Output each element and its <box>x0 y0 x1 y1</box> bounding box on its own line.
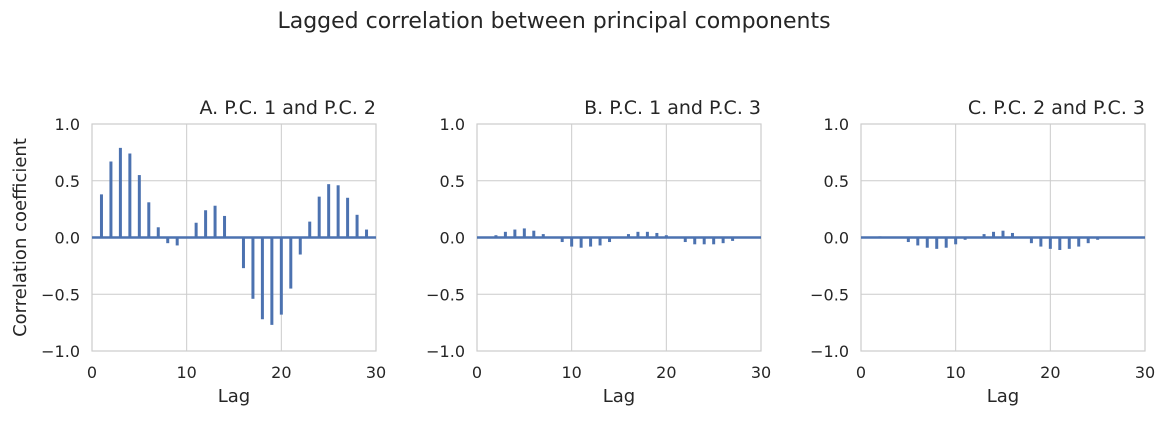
y-tick-label: 0.0 <box>55 229 80 248</box>
y-tick-label: −1.0 <box>810 342 849 361</box>
y-tick-label: −0.5 <box>810 285 849 304</box>
panel-title: C. P.C. 2 and P.C. 3 <box>968 97 1145 119</box>
x-tick-label: 30 <box>366 363 386 382</box>
x-tick-label: 0 <box>856 363 866 382</box>
y-tick-label: 1.0 <box>55 115 80 134</box>
x-tick-label: 0 <box>87 363 97 382</box>
y-tick-label: −1.0 <box>41 342 80 361</box>
panel-3: −1.0 −0.5 0.0 0.5 1.0 0 10 20 30 C. P.C. 2 and P.… <box>810 97 1155 407</box>
y-tick-label: 1.0 <box>824 115 849 134</box>
x-tick-label: 20 <box>271 363 291 382</box>
y-tick-label: 1.0 <box>440 115 465 134</box>
x-axis-label: Lag <box>218 386 250 407</box>
x-tick-label: 30 <box>751 363 771 382</box>
y-tick-label: −1.0 <box>426 342 465 361</box>
panel-1: −1.0 −0.5 0.0 0.5 1.0 0 10 20 30 A. P.C. 1 and P.… <box>10 97 386 407</box>
x-tick-label: 20 <box>656 363 676 382</box>
x-tick-label: 10 <box>945 363 965 382</box>
x-tick-label: 20 <box>1040 363 1060 382</box>
y-tick-label: 0.5 <box>440 172 465 191</box>
y-tick-label: 0.0 <box>440 229 465 248</box>
y-tick-label: 0.5 <box>824 172 849 191</box>
panel-2: −1.0 −0.5 0.0 0.5 1.0 0 10 20 30 B. P.C. 1 and P.… <box>426 97 771 407</box>
panel-title: A. P.C. 1 and P.C. 2 <box>199 97 376 119</box>
y-axis-label: Correlation coefficient <box>10 138 31 337</box>
panel-title: B. P.C. 1 and P.C. 3 <box>584 97 761 119</box>
y-tick-label: 0.5 <box>55 172 80 191</box>
x-tick-label: 10 <box>561 363 581 382</box>
y-tick-label: 0.0 <box>824 229 849 248</box>
x-axis-label: Lag <box>603 386 635 407</box>
x-tick-label: 30 <box>1135 363 1155 382</box>
x-tick-label: 0 <box>472 363 482 382</box>
x-axis-label: Lag <box>987 386 1019 407</box>
x-tick-label: 10 <box>176 363 196 382</box>
figure-title: Lagged correlation between principal com… <box>277 9 830 34</box>
y-tick-label: −0.5 <box>41 285 80 304</box>
y-tick-label: −0.5 <box>426 285 465 304</box>
